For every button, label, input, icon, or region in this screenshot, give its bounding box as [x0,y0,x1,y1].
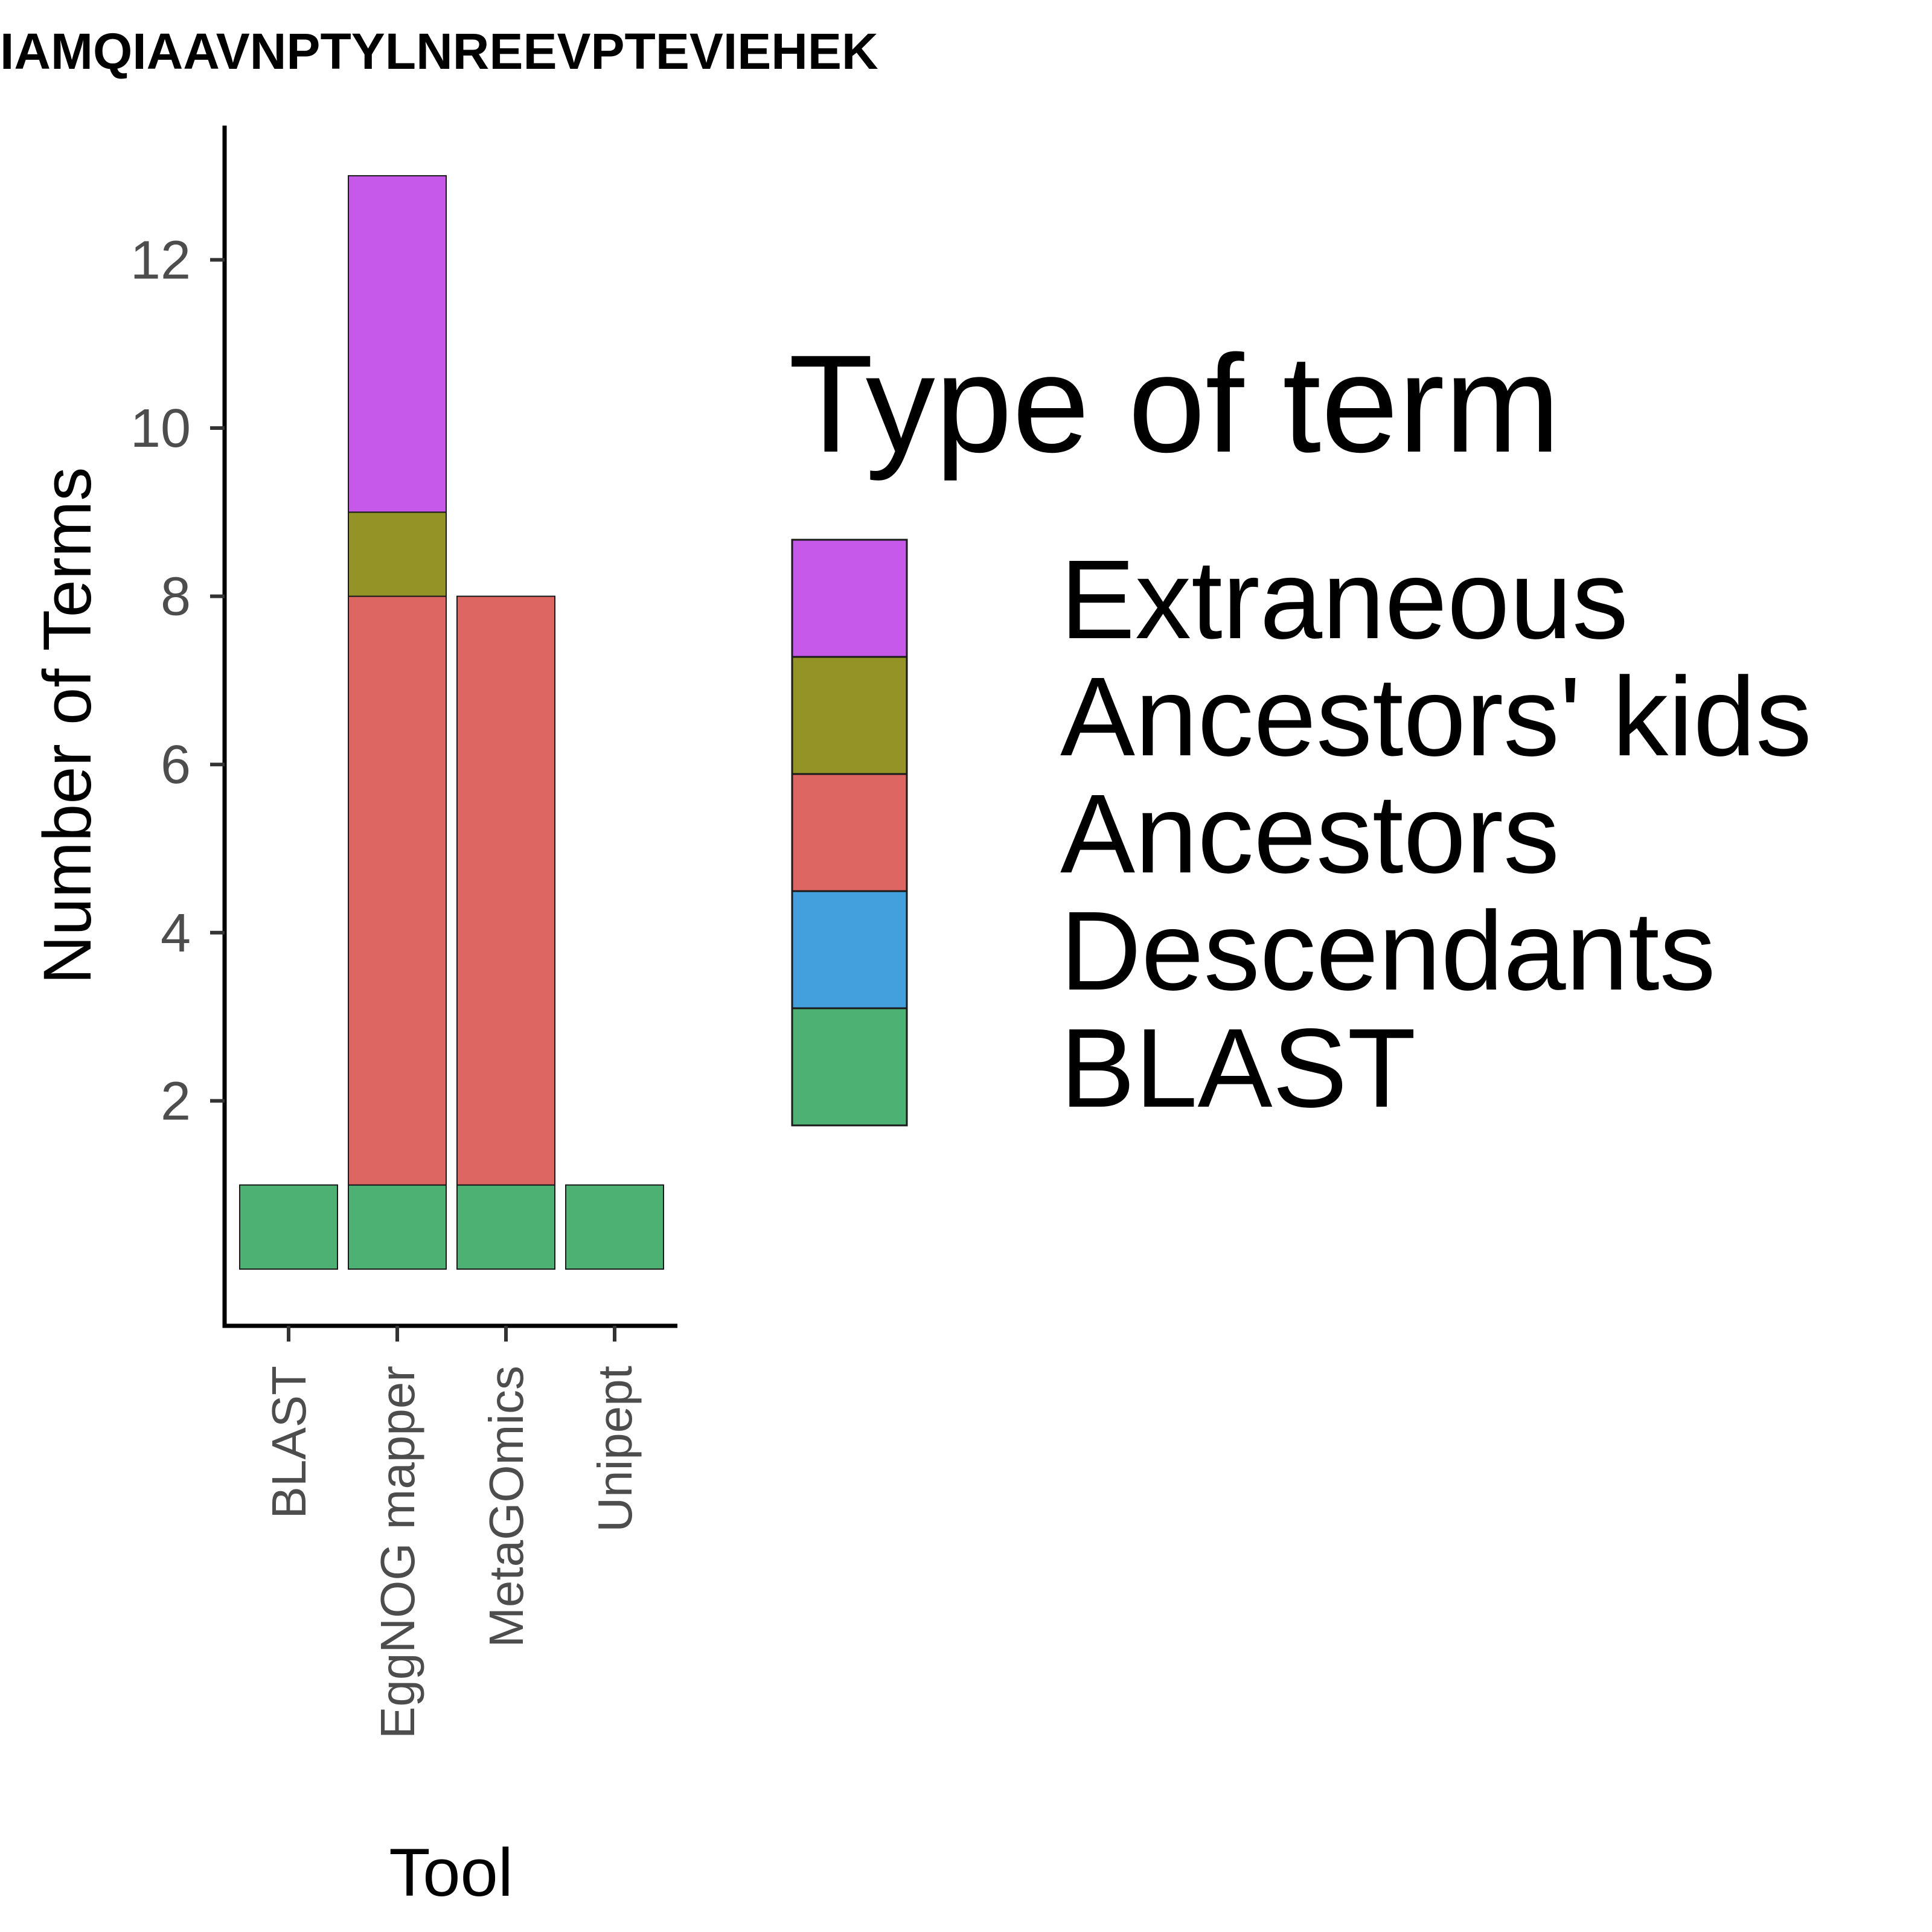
x-axis-ticks: BLAST EggNOG mapper MetaGOmics Unipept [262,1326,642,1739]
legend-key-extraneous [791,539,908,658]
bars-layer [239,175,664,1270]
x-axis-title: Tool [389,1835,513,1910]
legend-key-blast [791,1007,908,1127]
bar-blast-blast [239,1184,338,1270]
y-axis-ticks: 2 4 6 8 10 12 [130,230,225,1131]
x-tick-label-metagomics: MetaGOmics [479,1366,533,1648]
legend-label-blast: BLAST [1060,1006,1416,1131]
y-axis-title: Number of Terms [30,467,105,985]
legend-key-descendants [791,890,908,1009]
y-tick-label: 2 [161,1071,191,1131]
legend-label-ancestors-kids: Ancestors' kids [1060,654,1812,779]
y-tick-label: 8 [161,567,191,627]
x-tick-label-unipept: Unipept [588,1366,642,1532]
y-tick-label: 12 [130,230,191,290]
x-tick-label-blast: BLAST [262,1366,316,1518]
bar-eggnog-mapper-ancestors [348,595,447,1186]
y-tick-label: 6 [161,735,191,795]
legend-label-descendants: Descendants [1060,889,1716,1014]
legend-label-ancestors: Ancestors [1060,772,1559,897]
legend-title: Type of term [788,326,1560,481]
y-tick-label: 10 [130,398,191,459]
bar-eggnog-mapper-ancestors-kids [348,511,447,597]
bar-metagomics-blast [456,1184,555,1270]
bar-eggnog-mapper-extraneous [348,175,447,513]
legend-label-extraneous: Extraneous [1060,537,1628,662]
legend-key-ancestors [791,773,908,892]
chart-title: IAMQIAAVNPTYLNREEVPTEVIEHEK [0,23,878,80]
y-tick-label: 4 [161,903,191,964]
bar-metagomics-ancestors [456,595,555,1186]
x-tick-label-eggnog-mapper: EggNOG mapper [371,1366,424,1739]
legend-key-ancestors-kids [791,656,908,775]
bar-eggnog-mapper-blast [348,1184,447,1270]
bar-unipept-blast [565,1184,664,1270]
